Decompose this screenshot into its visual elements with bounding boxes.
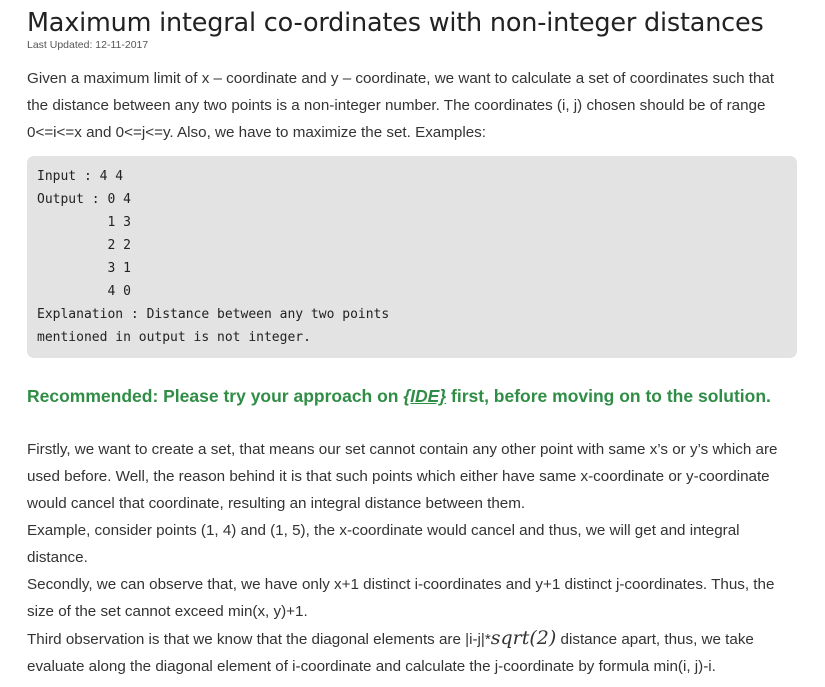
- code-line: 2 2: [37, 238, 131, 253]
- code-line: Input : 4 4: [37, 169, 124, 184]
- intro-line: the distance between any two points is a…: [27, 97, 766, 114]
- article-title: Maximum integral co-ordinates with non-i…: [27, 8, 764, 38]
- code-line: 1 3: [37, 215, 131, 230]
- intro-line: Given a maximum limit of x – coordinate …: [27, 70, 775, 87]
- code-line: Explanation : Distance between any two p…: [37, 307, 390, 322]
- code-line: mentioned in output is not integer.: [37, 330, 311, 345]
- third-observation-tail: distance apart, thus, we take: [556, 631, 754, 648]
- third-observation-line: Third observation is that we know that t…: [27, 625, 797, 653]
- body-line: Example, consider points (1, 4) and (1, …: [27, 522, 740, 539]
- third-observation-text: Third observation is that we know that t…: [27, 631, 491, 648]
- body-line: would cancel that coordinate, resulting …: [27, 495, 526, 512]
- code-line: 3 1: [37, 261, 131, 276]
- last-updated: Last Updated: 12-11-2017: [27, 39, 149, 51]
- last-line: evaluate along the diagonal element of i…: [27, 658, 716, 675]
- body-line: distance.: [27, 549, 88, 566]
- recommended-prefix: Recommended: Please try your approach on: [27, 386, 404, 406]
- body-line: used before. Well, the reason behind it …: [27, 468, 770, 485]
- example-code-block: Input : 4 4 Output : 0 4 1 3 2 2 3 1 4 0…: [27, 156, 797, 358]
- explanation-text: Firstly, we want to create a set, that m…: [27, 436, 797, 680]
- recommended-suffix: first, before moving on to the solution.: [446, 386, 771, 406]
- intro-paragraph: Given a maximum limit of x – coordinate …: [27, 65, 797, 146]
- body-line: Secondly, we can observe that, we have o…: [27, 576, 775, 593]
- ide-link[interactable]: {IDE}: [403, 386, 447, 406]
- recommended-note: Recommended: Please try your approach on…: [27, 384, 797, 408]
- body-line: size of the set cannot exceed min(x, y)+…: [27, 603, 308, 620]
- intro-line: 0<=i<=x and 0<=j<=y. Also, we have to ma…: [27, 124, 486, 141]
- article: Maximum integral co-ordinates with non-i…: [27, 0, 797, 680]
- sqrt-formula: sqrt(2): [490, 627, 557, 649]
- code-line: 4 0: [37, 284, 131, 299]
- body-line: Firstly, we want to create a set, that m…: [27, 441, 778, 458]
- code-line: Output : 0 4: [37, 192, 131, 207]
